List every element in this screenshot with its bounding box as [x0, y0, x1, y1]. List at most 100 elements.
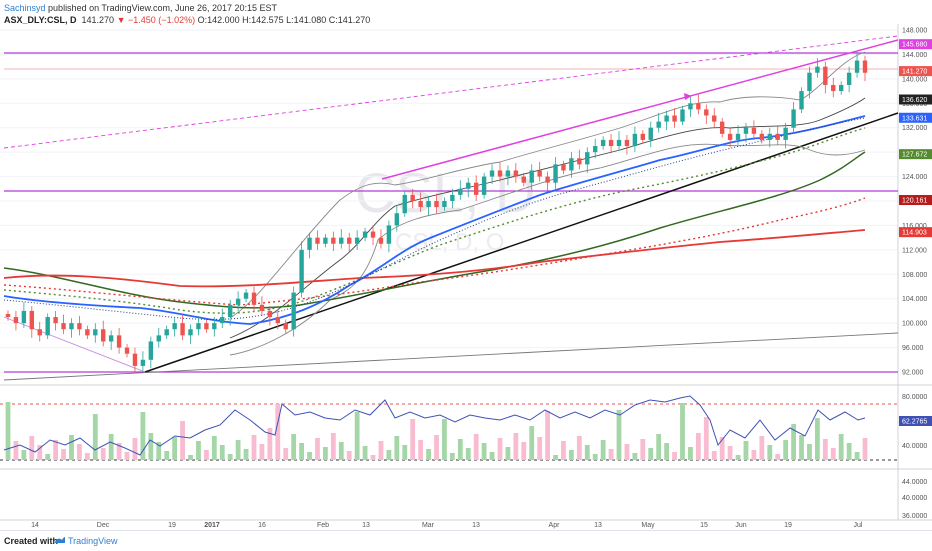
candle[interactable]	[862, 55, 868, 82]
candle[interactable]	[473, 175, 479, 201]
candle[interactable]	[442, 197, 447, 211]
candle[interactable]	[831, 77, 836, 98]
ma-blue[interactable]	[3, 115, 866, 325]
candle[interactable]	[537, 161, 542, 182]
candle[interactable]	[108, 330, 114, 351]
candle[interactable]	[608, 133, 614, 154]
candle[interactable]	[77, 315, 82, 336]
candle[interactable]	[569, 152, 574, 178]
candle[interactable]	[156, 328, 161, 348]
candle[interactable]	[37, 321, 42, 342]
candle[interactable]	[164, 325, 169, 340]
candle[interactable]	[283, 319, 288, 333]
candle[interactable]	[331, 231, 336, 252]
candle[interactable]	[497, 161, 503, 182]
candle[interactable]	[69, 318, 74, 338]
candle[interactable]	[354, 230, 360, 250]
candle[interactable]	[489, 164, 495, 184]
candle[interactable]	[172, 317, 177, 337]
candle[interactable]	[188, 324, 193, 344]
candle[interactable]	[5, 310, 11, 321]
dashed-trend-line[interactable]	[3, 35, 899, 149]
candle[interactable]	[783, 122, 788, 149]
candle[interactable]	[140, 351, 146, 371]
candle[interactable]	[640, 130, 646, 144]
candle[interactable]	[93, 323, 98, 343]
main-uptrend-line[interactable]	[144, 112, 899, 373]
candle[interactable]	[323, 233, 328, 248]
candle[interactable]	[251, 286, 257, 313]
candle[interactable]	[807, 66, 812, 99]
candle[interactable]	[235, 291, 241, 311]
candle[interactable]	[712, 108, 717, 128]
candle[interactable]	[132, 347, 138, 374]
candle[interactable]	[481, 172, 487, 199]
candle[interactable]	[616, 131, 622, 151]
candle[interactable]	[632, 126, 638, 153]
candle[interactable]	[696, 94, 701, 115]
candle[interactable]	[846, 66, 852, 93]
candle[interactable]	[735, 125, 741, 145]
candle[interactable]	[505, 165, 511, 186]
candle[interactable]	[339, 229, 344, 249]
ma-green[interactable]	[3, 151, 866, 309]
ma-red-dotted[interactable]	[3, 197, 866, 306]
candle[interactable]	[347, 232, 352, 253]
ma-red[interactable]	[3, 229, 866, 288]
candle[interactable]	[838, 81, 844, 95]
candle[interactable]	[370, 225, 376, 245]
candle[interactable]	[267, 306, 273, 326]
candle[interactable]	[386, 220, 392, 253]
candle[interactable]	[180, 314, 185, 341]
candle[interactable]	[275, 309, 280, 330]
candle[interactable]	[101, 320, 106, 347]
candle[interactable]	[719, 117, 725, 138]
candle[interactable]	[561, 160, 566, 175]
candle[interactable]	[434, 193, 439, 214]
candle[interactable]	[704, 104, 709, 125]
candle[interactable]	[529, 164, 534, 191]
candle[interactable]	[815, 58, 820, 78]
candle[interactable]	[553, 157, 558, 189]
candle[interactable]	[212, 317, 217, 337]
candle[interactable]	[743, 122, 749, 143]
candle[interactable]	[466, 177, 471, 198]
candle[interactable]	[124, 343, 130, 358]
candle[interactable]	[402, 191, 407, 217]
author-link[interactable]: Sachinsyd	[4, 3, 46, 13]
candle[interactable]	[751, 120, 757, 140]
candle[interactable]	[680, 105, 685, 126]
candle[interactable]	[775, 125, 780, 145]
candle[interactable]	[593, 138, 598, 159]
candle[interactable]	[85, 325, 90, 340]
symbol-label[interactable]: ASX_DLY:CSL, D	[4, 15, 77, 25]
candle[interactable]	[299, 241, 304, 298]
candle[interactable]	[823, 61, 828, 94]
candle[interactable]	[767, 127, 772, 148]
candle[interactable]	[29, 306, 35, 338]
candle[interactable]	[672, 108, 677, 128]
candle[interactable]	[458, 180, 463, 200]
upper-channel-line[interactable]	[381, 39, 899, 180]
candle[interactable]	[362, 227, 368, 242]
candle[interactable]	[116, 328, 122, 354]
candle[interactable]	[688, 97, 693, 117]
candle[interactable]	[799, 87, 804, 114]
candle[interactable]	[854, 51, 860, 78]
candle[interactable]	[791, 102, 796, 134]
candle[interactable]	[759, 130, 765, 144]
candle[interactable]	[513, 163, 519, 183]
candle[interactable]	[53, 310, 58, 331]
candle[interactable]	[418, 192, 423, 212]
candlestick-series[interactable]	[5, 51, 868, 374]
candle[interactable]	[577, 149, 582, 170]
candle[interactable]	[227, 299, 233, 326]
candle[interactable]	[450, 188, 455, 209]
candle[interactable]	[220, 308, 225, 329]
rsi-line[interactable]	[3, 395, 866, 456]
candle[interactable]	[21, 302, 27, 329]
price-chart[interactable]: CSL, D CSL, D, O 148.000144.000140.00013…	[0, 0, 932, 530]
candle[interactable]	[243, 288, 249, 303]
long-trend-line[interactable]	[3, 332, 899, 381]
candle[interactable]	[600, 136, 606, 150]
